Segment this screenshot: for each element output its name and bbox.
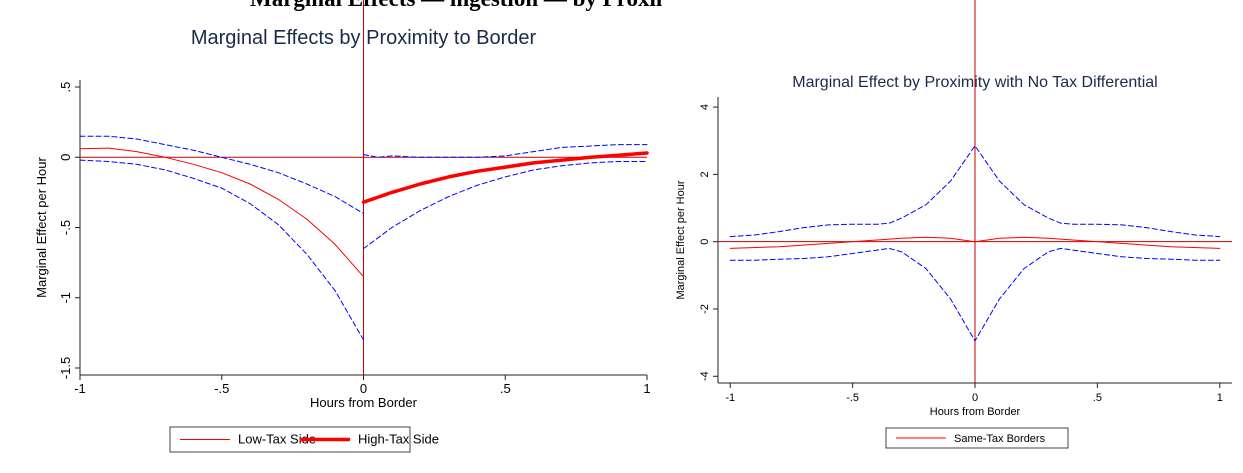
legend-label: Low-Tax Side [238, 432, 316, 447]
series-line-thick [361, 151, 649, 204]
legend-label: Same-Tax Borders [954, 433, 1046, 445]
x-tick-label: 0 [972, 392, 978, 404]
y-tick-label: -1.5 [58, 357, 73, 379]
series-line [79, 147, 364, 278]
x-axis-label: Hours from Border [930, 406, 1021, 418]
y-tick-label: -4 [699, 371, 711, 381]
confidence-band-line [79, 135, 364, 214]
x-tick-label: .5 [500, 381, 511, 396]
y-tick-label: -2 [699, 304, 711, 314]
y-tick-label: -.5 [58, 220, 73, 235]
chart-1: Marginal Effects by Proximity to Border-… [5, 0, 651, 453]
legend: Low-Tax Side High-Tax Side [169, 426, 439, 453]
confidence-band-line [79, 159, 364, 341]
confidence-band-line [729, 247, 1221, 342]
confidence-band-line [363, 144, 648, 158]
chart-2: Marginal Effect by Proximity with No Tax… [663, 0, 1243, 453]
x-tick-label: -1 [74, 381, 86, 396]
legend: Same-Tax Borders [885, 427, 1069, 449]
x-tick-label: -1 [725, 392, 735, 404]
x-tick-label: -.5 [214, 381, 229, 396]
y-tick-label: 2 [699, 171, 711, 177]
y-tick-label: 0 [699, 239, 711, 245]
confidence-band-line [363, 161, 648, 250]
legend-box [885, 427, 1069, 449]
x-tick-label: .5 [1093, 392, 1102, 404]
y-tick-label: 0 [58, 154, 73, 161]
x-tick-label: -.5 [846, 392, 859, 404]
x-axis-label: Hours from Border [310, 395, 418, 410]
y-axis-label: Marginal Effect per Hour [675, 180, 687, 299]
x-tick-label: 1 [1217, 392, 1223, 404]
y-axis-label: Marginal Effect per Hour [34, 157, 49, 298]
y-tick-label: 4 [699, 104, 711, 110]
confidence-band-line [729, 145, 1221, 238]
legend-label: High-Tax Side [358, 432, 439, 447]
x-tick-label: 1 [643, 381, 650, 396]
figure-caption: Marginal Effects — ingestion — by Proxim… [250, 0, 1017, 12]
series-line [729, 236, 1221, 249]
y-tick-label: .5 [58, 82, 73, 93]
x-tick-label: 0 [360, 381, 367, 396]
y-tick-label: -1 [58, 292, 73, 304]
